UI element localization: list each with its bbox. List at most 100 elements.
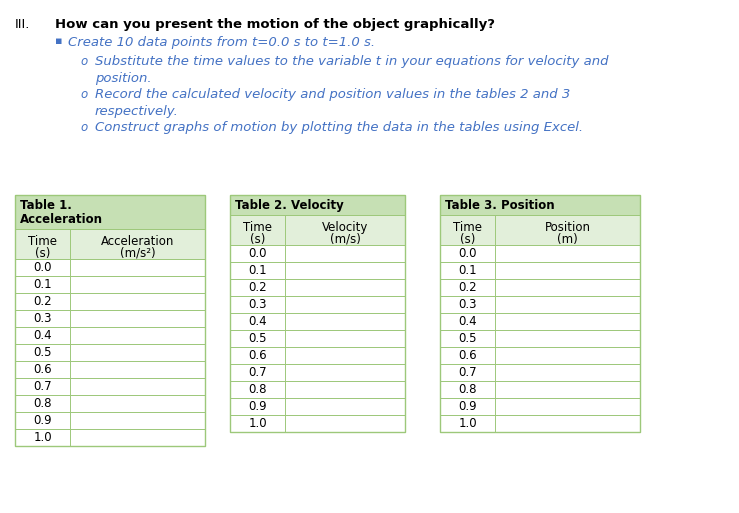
Text: 0.7: 0.7 bbox=[33, 380, 52, 393]
Bar bbox=[440, 330, 640, 347]
Text: Construct graphs of motion by plotting the data in the tables using Excel.: Construct graphs of motion by plotting t… bbox=[95, 121, 583, 134]
Text: respectively.: respectively. bbox=[95, 105, 179, 118]
Text: Table 1.: Table 1. bbox=[20, 199, 72, 212]
Text: 0.9: 0.9 bbox=[33, 414, 52, 427]
Bar bbox=[15, 195, 205, 229]
Text: Substitute the time values to the variable t in your equations for velocity and: Substitute the time values to the variab… bbox=[95, 55, 608, 68]
Bar bbox=[15, 429, 205, 446]
Text: 1.0: 1.0 bbox=[33, 431, 52, 444]
Bar bbox=[440, 262, 640, 279]
Text: Position: Position bbox=[545, 221, 590, 234]
Bar bbox=[440, 215, 640, 245]
Bar bbox=[440, 195, 640, 432]
Text: o: o bbox=[80, 55, 87, 68]
Text: 0.2: 0.2 bbox=[248, 281, 267, 294]
Text: 0.4: 0.4 bbox=[248, 315, 267, 328]
Bar bbox=[15, 229, 205, 259]
Text: Table 2. Velocity: Table 2. Velocity bbox=[235, 199, 344, 212]
Bar bbox=[440, 415, 640, 432]
Bar bbox=[230, 245, 405, 262]
Bar bbox=[230, 398, 405, 415]
Text: Time: Time bbox=[243, 221, 272, 234]
Bar bbox=[230, 347, 405, 364]
Bar bbox=[440, 398, 640, 415]
Text: 0.1: 0.1 bbox=[458, 264, 477, 277]
Text: 0.4: 0.4 bbox=[33, 329, 52, 342]
Text: 1.0: 1.0 bbox=[458, 417, 477, 430]
Text: (s): (s) bbox=[460, 233, 475, 246]
Text: III.: III. bbox=[15, 18, 30, 31]
Text: position.: position. bbox=[95, 72, 151, 85]
Bar bbox=[230, 195, 405, 215]
Bar bbox=[15, 344, 205, 361]
Bar bbox=[230, 296, 405, 313]
Text: 0.5: 0.5 bbox=[248, 332, 267, 345]
Text: Velocity: Velocity bbox=[321, 221, 368, 234]
Bar bbox=[440, 347, 640, 364]
Bar bbox=[15, 361, 205, 378]
Text: Table 3. Position: Table 3. Position bbox=[445, 199, 555, 212]
Bar bbox=[15, 276, 205, 293]
Text: (m): (m) bbox=[557, 233, 578, 246]
Text: 0.7: 0.7 bbox=[458, 366, 477, 379]
Bar bbox=[440, 279, 640, 296]
Bar bbox=[15, 259, 205, 276]
Text: 0.5: 0.5 bbox=[33, 346, 52, 359]
Text: 0.1: 0.1 bbox=[248, 264, 267, 277]
Bar bbox=[15, 195, 205, 446]
Text: 0.6: 0.6 bbox=[458, 349, 477, 362]
Text: Acceleration: Acceleration bbox=[20, 213, 103, 226]
Bar bbox=[230, 364, 405, 381]
Text: 0.9: 0.9 bbox=[248, 400, 267, 413]
Bar bbox=[230, 215, 405, 245]
Bar bbox=[15, 293, 205, 310]
Text: 0.0: 0.0 bbox=[458, 247, 477, 260]
Text: 0.8: 0.8 bbox=[33, 397, 52, 410]
Bar bbox=[230, 381, 405, 398]
Bar bbox=[440, 313, 640, 330]
Text: 1.0: 1.0 bbox=[248, 417, 267, 430]
Bar bbox=[440, 381, 640, 398]
Text: ▪: ▪ bbox=[55, 36, 63, 46]
Text: 0.3: 0.3 bbox=[458, 298, 477, 311]
Bar bbox=[440, 296, 640, 313]
Text: 0.2: 0.2 bbox=[33, 295, 52, 308]
Text: Time: Time bbox=[453, 221, 482, 234]
Text: 0.6: 0.6 bbox=[248, 349, 267, 362]
Bar bbox=[15, 378, 205, 395]
Text: 0.5: 0.5 bbox=[458, 332, 477, 345]
Bar bbox=[440, 364, 640, 381]
Text: Acceleration: Acceleration bbox=[101, 235, 174, 248]
Text: 0.4: 0.4 bbox=[458, 315, 477, 328]
Bar bbox=[15, 327, 205, 344]
Text: (s): (s) bbox=[35, 247, 50, 260]
Text: 0.3: 0.3 bbox=[248, 298, 267, 311]
Text: Time: Time bbox=[28, 235, 57, 248]
Text: 0.2: 0.2 bbox=[458, 281, 477, 294]
Bar bbox=[15, 412, 205, 429]
Text: Record the calculated velocity and position values in the tables 2 and 3: Record the calculated velocity and posit… bbox=[95, 88, 571, 101]
Text: 0.8: 0.8 bbox=[458, 383, 477, 396]
Text: 0.0: 0.0 bbox=[248, 247, 267, 260]
Bar bbox=[230, 262, 405, 279]
Bar bbox=[440, 195, 640, 215]
Bar bbox=[15, 395, 205, 412]
Bar bbox=[440, 245, 640, 262]
Bar bbox=[230, 415, 405, 432]
Text: 0.6: 0.6 bbox=[33, 363, 52, 376]
Text: Create 10 data points from t=0.0 s to t=1.0 s.: Create 10 data points from t=0.0 s to t=… bbox=[68, 36, 375, 49]
Text: 0.8: 0.8 bbox=[248, 383, 267, 396]
Text: How can you present the motion of the object graphically?: How can you present the motion of the ob… bbox=[55, 18, 495, 31]
Text: (s): (s) bbox=[250, 233, 265, 246]
Text: o: o bbox=[80, 121, 87, 134]
Text: (m/s²): (m/s²) bbox=[120, 247, 155, 260]
Bar bbox=[230, 279, 405, 296]
Text: 0.3: 0.3 bbox=[33, 312, 52, 325]
Bar bbox=[230, 330, 405, 347]
Text: 0.0: 0.0 bbox=[33, 261, 52, 274]
Bar bbox=[230, 313, 405, 330]
Text: o: o bbox=[80, 88, 87, 101]
Text: (m/s): (m/s) bbox=[330, 233, 361, 246]
Bar bbox=[15, 310, 205, 327]
Text: 0.9: 0.9 bbox=[458, 400, 477, 413]
